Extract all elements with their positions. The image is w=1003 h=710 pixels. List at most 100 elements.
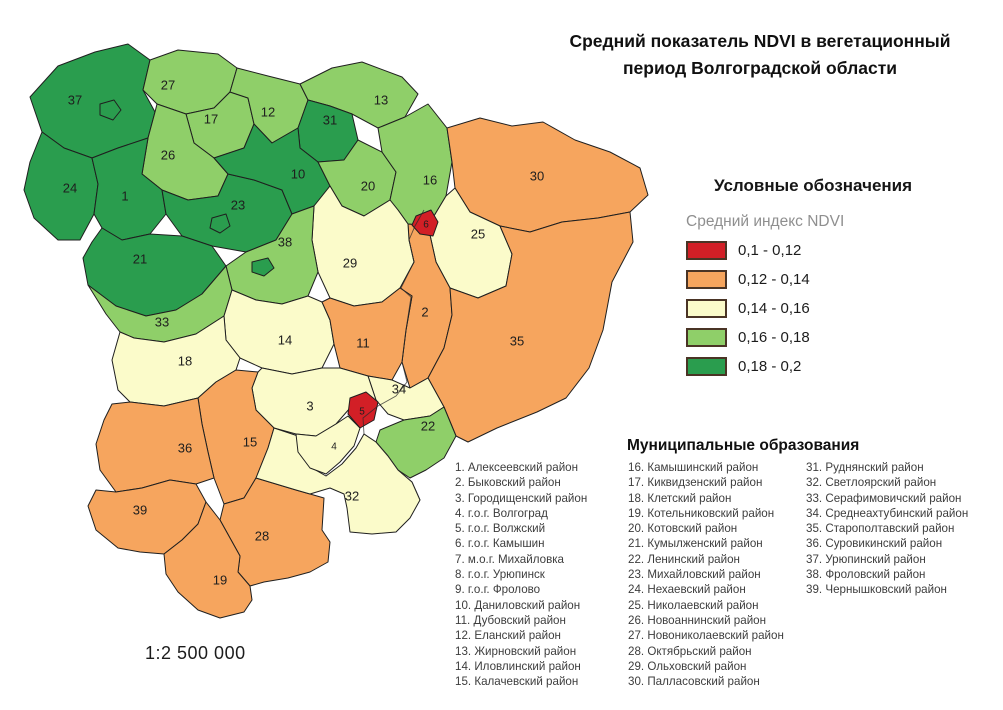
municipality-list-item: 36. Суровикинский район (806, 537, 943, 551)
region-number-label: 4 (331, 442, 337, 453)
municipality-list-item: 17. Киквидзенский район (628, 476, 763, 490)
region-number-label: 15 (243, 435, 257, 450)
page-title: Средний показатель NDVI в вегетационный … (538, 28, 982, 82)
region-number-label: 34 (392, 382, 406, 397)
region-number-label: 13 (374, 93, 388, 108)
legend-color-swatch (686, 241, 727, 260)
municipality-list-item: 33. Серафимовичский район (806, 491, 962, 505)
municipality-list-item: 18. Клетский район (628, 491, 732, 505)
region-number-label: 27 (161, 78, 175, 93)
municipality-list-item: 15. Калачевский район (455, 675, 579, 689)
municipality-list-item: 13. Жирновский район (455, 644, 577, 658)
volga-river-line (362, 209, 425, 501)
legend-row: 0,16 - 0,18 (686, 323, 940, 352)
municipality-list-item: 7. м.о.г. Михайловка (455, 552, 565, 566)
legend-row: 0,1 - 0,12 (686, 236, 940, 265)
municipality-list-item: 20. Котовский район (628, 522, 738, 536)
region-number-label: 12 (261, 105, 275, 120)
map-region-number-labels: 1234561011121314151617181920212223242526… (63, 78, 544, 588)
legend: Условные обозначения Средний индекс NDVI… (686, 176, 940, 381)
region-number-label: 33 (155, 315, 169, 330)
map-region-4 (295, 415, 361, 475)
municipality-list-item: 32. Светлоярский район (806, 476, 937, 490)
legend-class-label: 0,18 - 0,2 (738, 358, 802, 375)
municipality-list-item: 9. г.о.г. Фролово (455, 583, 541, 597)
municipality-list-item: 1. Алексеевский район (455, 461, 579, 474)
region-number-label: 37 (68, 93, 82, 108)
map-region-7 (209, 213, 231, 234)
legend-rows: 0,1 - 0,12 0,12 - 0,14 0,14 - 0,16 0,16 - 0… (686, 236, 940, 381)
map-region-32 (255, 427, 421, 535)
municipality-list-item: 10. Даниловский район (455, 598, 581, 612)
region-number-label: 14 (278, 333, 292, 348)
region-number-label: 16 (423, 173, 437, 188)
municipalities-column-2: 16. Камышинский район 17. Киквидзенский р… (628, 460, 784, 689)
municipality-list-item: 24. Нехаевский район (628, 583, 746, 597)
municipality-list-item: 39. Чернышковский район (806, 583, 947, 597)
municipality-list-item: 19. Котельниковский район (628, 506, 775, 520)
legend-color-swatch (686, 270, 727, 289)
legend-row: 0,18 - 0,2 (686, 352, 940, 381)
volgograd-oblast-choropleth-map: 1234561011121314151617181920212223242526… (23, 43, 649, 619)
region-number-label: 19 (213, 573, 227, 588)
region-number-label: 3 (306, 399, 313, 414)
legend-class-label: 0,12 - 0,14 (738, 271, 810, 288)
municipalities-column-1: 1. Алексеевский район 2. Быковский район 3… (455, 460, 587, 689)
map-region-6 (411, 209, 439, 237)
region-number-label: 25 (471, 227, 485, 242)
region-number-label: 10 (291, 167, 305, 182)
map-region-22 (375, 406, 457, 479)
municipality-list-item: 3. Городищенский район (455, 491, 588, 505)
region-number-label: 26 (161, 148, 175, 163)
municipality-list-item: 28. Октябрьский район (628, 644, 752, 658)
municipality-list-item: 37. Урюпинский район (806, 552, 926, 566)
region-number-label: 22 (421, 419, 435, 434)
legend-class-label: 0,14 - 0,16 (738, 300, 810, 317)
municipalities-heading: Муниципальные образования (627, 437, 860, 454)
region-number-label: 18 (178, 354, 192, 369)
municipality-list-item: 2. Быковский район (455, 476, 561, 490)
region-number-label: 39 (133, 503, 147, 518)
legend-color-swatch (686, 357, 727, 376)
map-region-shapes (23, 43, 649, 619)
region-number-label: 23 (231, 198, 245, 213)
region-number-label: 17 (204, 112, 218, 127)
legend-row: 0,12 - 0,14 (686, 265, 940, 294)
municipality-list-item: 27. Новониколаевский район (628, 629, 784, 643)
municipality-list-item: 31. Руднянский район (806, 461, 924, 474)
municipalities-column-3: 31. Руднянский район 32. Светлоярский рай… (806, 460, 968, 598)
map-region-1 (91, 137, 167, 241)
municipality-list-item: 12. Еланский район (455, 629, 561, 643)
municipality-list-item: 4. г.о.г. Волгоград (455, 506, 548, 520)
map-region-36 (95, 397, 215, 493)
page-title-line1: Средний показатель NDVI в вегетационный (569, 31, 951, 51)
region-number-label: 36 (178, 441, 192, 456)
map-region-19 (163, 501, 253, 619)
region-number-label: 29 (343, 256, 357, 271)
municipality-list-item: 5. г.о.г. Волжский (455, 522, 546, 536)
legend-subheading: Средний индекс NDVI (686, 213, 845, 230)
municipality-list-item: 14. Иловлинский район (455, 659, 581, 673)
map-region-35 (427, 211, 634, 443)
region-number-label: 35 (510, 334, 524, 349)
municipality-list-item: 35. Старополтавский район (806, 522, 955, 536)
municipality-list-item: 26. Новоаннинский район (628, 613, 767, 627)
legend-class-label: 0,1 - 0,12 (738, 242, 802, 259)
region-number-label: 1 (121, 189, 128, 204)
map-region-5 (347, 391, 379, 429)
region-number-label: 2 (421, 305, 428, 320)
legend-color-swatch (686, 299, 727, 318)
municipality-list-item: 38. Фроловский район (806, 568, 926, 582)
page-title-line2: период Волгоградской области (622, 58, 898, 79)
region-number-label: 21 (133, 252, 147, 267)
map-region-24 (23, 131, 99, 241)
legend-row: 0,14 - 0,16 (686, 294, 940, 323)
region-number-label: 6 (423, 220, 429, 231)
municipality-list-item: 29. Ольховский район (628, 659, 747, 673)
region-number-label: 32 (345, 489, 359, 504)
municipality-list-item: 22. Ленинский район (628, 552, 740, 566)
municipality-list-item: 30. Палласовский район (628, 675, 760, 689)
legend-class-label: 0,16 - 0,18 (738, 329, 810, 346)
map-region-9 (251, 257, 275, 277)
